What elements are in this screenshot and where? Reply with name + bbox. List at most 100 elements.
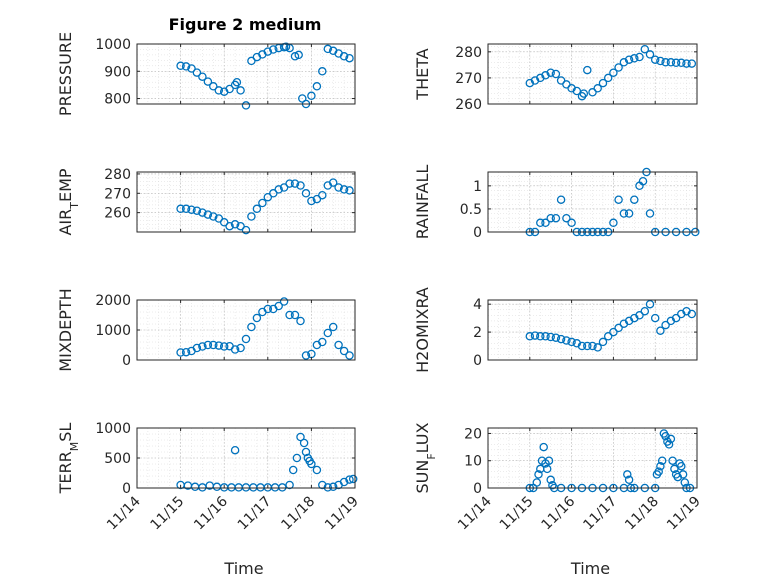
data-point	[198, 72, 207, 81]
data-point	[247, 212, 256, 221]
x-tick-label: 11/14	[455, 493, 495, 533]
data-point	[285, 179, 294, 188]
y-tick-label: 800	[104, 92, 131, 108]
data-point	[288, 465, 298, 475]
data-point	[307, 459, 316, 469]
data-point	[187, 64, 196, 73]
subplot-4: 0 0.5 1 RAINFALL	[413, 165, 700, 241]
y-tick-label: 1	[473, 179, 482, 195]
data-point	[292, 453, 302, 463]
data-point	[656, 326, 665, 335]
data-point	[299, 438, 309, 448]
x-tick-label: 11/19	[664, 494, 704, 534]
y-axis-label: THETA	[413, 48, 432, 100]
data-point	[252, 313, 262, 323]
data-point	[236, 343, 245, 353]
data-point	[247, 322, 256, 332]
y-tick-label: 10	[464, 454, 482, 470]
data-series	[525, 429, 695, 493]
subplot-8: 0 10 20 11/14 11/15 11/16 11/17 11/18 11/19 Time S…	[413, 422, 704, 578]
data-point	[176, 61, 185, 71]
data-point	[278, 483, 287, 492]
data-series	[176, 42, 354, 110]
data-point	[312, 82, 322, 91]
data-point	[598, 78, 608, 88]
data-point	[668, 456, 677, 465]
data-point	[187, 205, 196, 214]
data-point	[279, 183, 289, 192]
x-tick-label: 11/14	[104, 493, 144, 533]
data-point	[525, 332, 535, 341]
data-point	[252, 204, 262, 214]
data-point	[539, 442, 548, 452]
data-point	[542, 464, 552, 474]
y-tick-label: 1000	[95, 37, 131, 53]
x-axis-label: Time	[223, 559, 263, 578]
data-point	[664, 440, 674, 449]
data-point	[666, 58, 676, 67]
data-point	[546, 332, 555, 342]
data-point	[285, 480, 294, 490]
data-point	[301, 189, 311, 198]
y-tick-label: 260	[104, 206, 131, 222]
data-point	[307, 91, 316, 101]
data-point	[318, 190, 327, 200]
data-series	[176, 432, 358, 492]
x-tick-label: 11/18	[278, 494, 318, 534]
data-point	[296, 432, 305, 442]
y-tick-label: 270	[455, 71, 482, 87]
data-point	[541, 218, 550, 228]
data-point	[209, 82, 218, 91]
y-tick-label: 2000	[95, 293, 131, 309]
x-tick-label: 11/16	[539, 493, 579, 533]
data-point	[219, 218, 229, 227]
data-point	[583, 65, 592, 75]
data-point	[583, 341, 592, 351]
data-point	[334, 340, 343, 350]
data-point	[323, 44, 333, 54]
subplot-5: 0 1000 2000 MIXDEPTH	[56, 288, 356, 372]
data-point	[567, 218, 576, 228]
data-point	[551, 213, 561, 223]
data-series	[525, 299, 697, 352]
data-point	[318, 337, 327, 347]
data-point	[687, 309, 697, 319]
data-point	[598, 337, 608, 347]
data-point	[203, 77, 213, 86]
data-point	[209, 340, 218, 350]
axes-box	[487, 171, 698, 233]
data-point	[307, 196, 316, 206]
data-point	[318, 480, 327, 490]
data-point	[230, 345, 240, 354]
data-point	[635, 311, 644, 320]
data-point	[209, 212, 218, 221]
data-point	[603, 332, 613, 341]
y-tick-label: 280	[104, 167, 131, 183]
data-point	[546, 213, 555, 223]
y-tick-label: 280	[455, 45, 482, 61]
data-point	[624, 55, 634, 64]
data-point	[263, 47, 273, 56]
data-point	[640, 306, 650, 316]
data-point	[544, 456, 554, 465]
data-point	[225, 84, 234, 94]
data-point	[623, 470, 632, 479]
data-point	[274, 185, 283, 194]
subplot-2: 260 270 280 THETA	[413, 43, 698, 113]
data-point	[290, 52, 300, 61]
y-tick-label: 270	[104, 186, 131, 202]
data-point	[546, 475, 555, 485]
data-point	[312, 465, 322, 475]
y-tick-label: 260	[455, 97, 482, 113]
data-point	[230, 220, 240, 229]
data-point	[269, 189, 278, 198]
data-point	[236, 86, 245, 95]
data-point	[328, 482, 338, 492]
data-point	[650, 313, 660, 323]
subplot-1: 800 900 1000 PRESSURE	[56, 32, 356, 116]
data-point	[670, 464, 679, 474]
y-tick-label: 1000	[95, 421, 131, 437]
data-point	[661, 58, 670, 67]
data-point	[536, 218, 545, 228]
y-axis-label: PRESSURE	[56, 32, 75, 116]
